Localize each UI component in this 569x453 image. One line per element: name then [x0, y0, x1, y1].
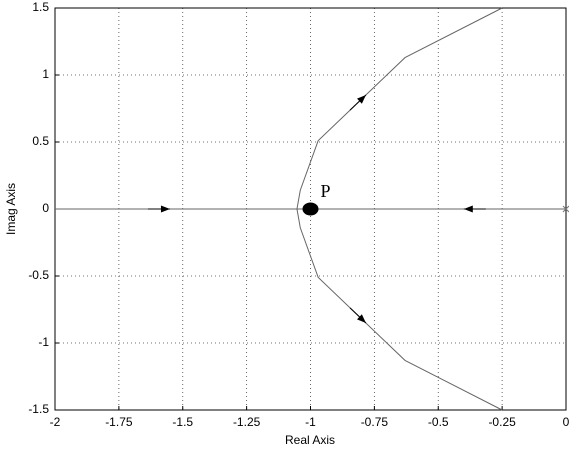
point-p	[302, 202, 319, 216]
y-tick-label: -1.5	[28, 402, 49, 416]
arrow-head	[357, 314, 366, 324]
x-tick-label: -0.75	[361, 415, 389, 429]
x-tick-label: -1.5	[172, 415, 193, 429]
point-label: P	[321, 181, 331, 201]
x-tick-label: -2	[50, 415, 61, 429]
x-tick-label: -1.75	[105, 415, 133, 429]
x-tick-label: -1	[305, 415, 316, 429]
x-tick-label: 0	[563, 415, 569, 429]
y-tick-label: -1	[38, 335, 49, 349]
y-tick-label: 0.5	[32, 134, 49, 148]
y-tick-label: 1	[42, 67, 49, 81]
y-tick-label: -0.5	[28, 268, 49, 282]
x-tick-label: -0.5	[428, 415, 449, 429]
y-tick-label: 1.5	[32, 0, 49, 14]
y-tick-label: 0	[42, 201, 49, 215]
arrow-head	[357, 94, 366, 104]
arrow-head	[463, 205, 473, 213]
arrow-head	[160, 205, 170, 213]
x-tick-label: -0.25	[488, 415, 516, 429]
x-axis-label: Real Axis	[285, 433, 335, 447]
pole-marker	[562, 205, 569, 213]
x-tick-label: -1.25	[233, 415, 261, 429]
y-axis-label: Imag Axis	[4, 183, 18, 235]
